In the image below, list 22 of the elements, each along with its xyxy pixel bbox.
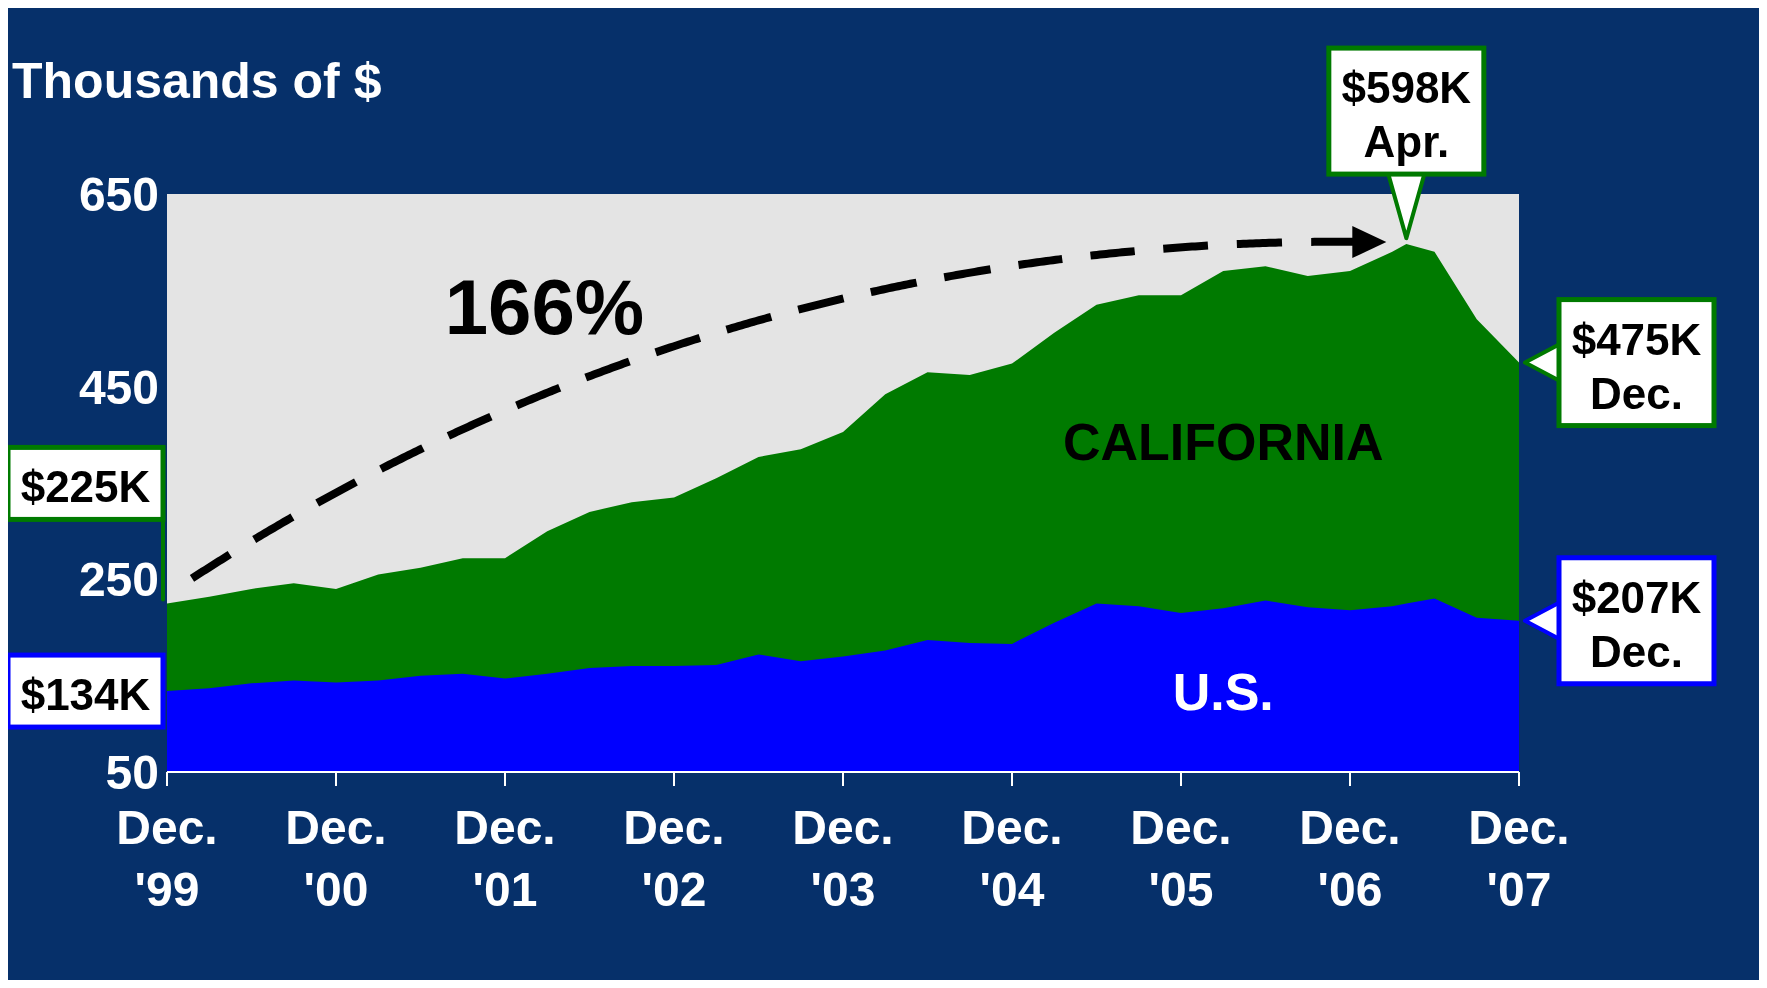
y-tick-label: 450: [78, 360, 159, 414]
x-tick-label: Dec. '99: [116, 801, 218, 916]
annotation: $207K Dec.: [1571, 572, 1702, 676]
y-axis-title: Thousands of $: [12, 52, 382, 110]
annotation: 166%: [444, 263, 645, 352]
annotation: $225K: [20, 462, 151, 512]
y-tick-label: 650: [78, 168, 159, 222]
x-tick-label: Dec. '04: [961, 801, 1063, 916]
x-tick-label: Dec. '01: [454, 801, 556, 916]
series-label: CALIFORNIA: [1062, 412, 1384, 471]
annotation: $134K: [20, 670, 151, 720]
annotation: $598K Apr.: [1341, 63, 1472, 167]
series-label: U.S.: [1172, 663, 1274, 722]
x-tick-label: Dec. '03: [792, 801, 894, 916]
x-tick-label: Dec. '05: [1130, 801, 1232, 916]
x-tick-label: Dec. '02: [623, 801, 725, 916]
annotation: $475K Dec.: [1571, 314, 1702, 418]
x-tick-label: Dec. '00: [285, 801, 387, 916]
y-tick-label: 250: [78, 553, 159, 607]
x-tick-label: Dec. '07: [1468, 801, 1570, 916]
y-tick-label: 50: [105, 746, 159, 800]
x-tick-label: Dec. '06: [1299, 801, 1401, 916]
